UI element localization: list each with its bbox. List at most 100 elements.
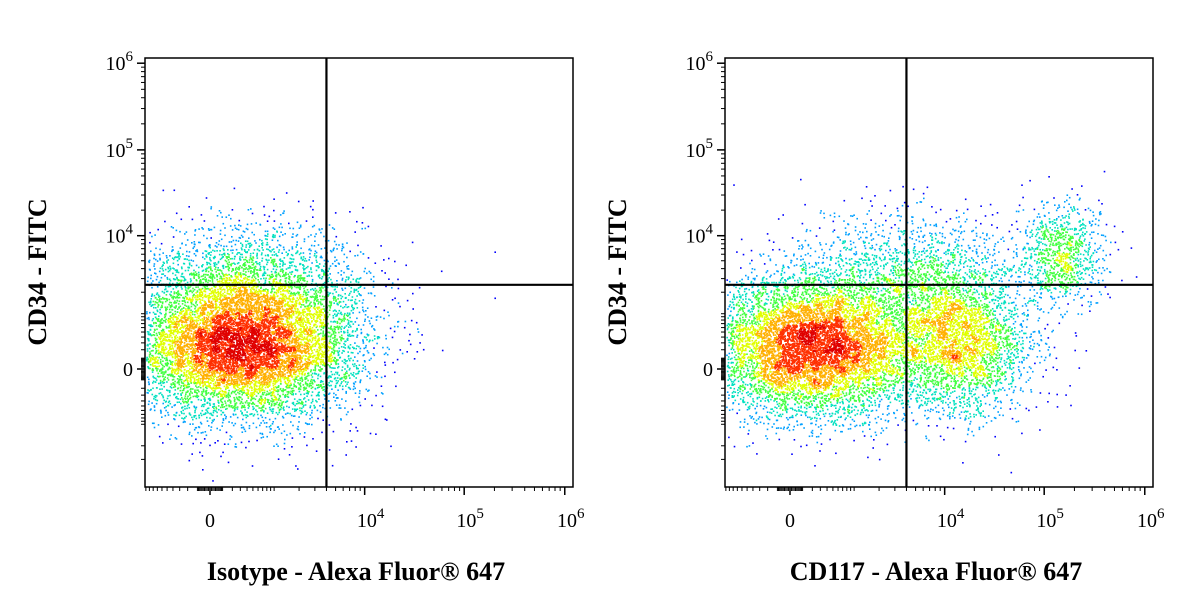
event-dot (216, 393, 218, 395)
event-dot (284, 373, 286, 375)
event-dot (323, 346, 325, 348)
event-dot (180, 311, 182, 313)
event-dot (280, 331, 282, 334)
event-dot (312, 343, 315, 346)
event-dot (254, 369, 256, 371)
event-dot (293, 362, 295, 365)
event-dot (294, 410, 296, 412)
event-dot (268, 298, 271, 301)
event-dot (335, 371, 337, 374)
event-dot (237, 365, 240, 368)
event-dot (279, 377, 282, 379)
event-dot (164, 315, 167, 318)
event-dot (260, 286, 262, 289)
event-dot (237, 368, 240, 371)
event-dot (334, 384, 337, 387)
event-dot (315, 293, 318, 295)
event-dot (274, 383, 276, 385)
event-dot (338, 350, 341, 352)
event-dot (267, 374, 270, 377)
event-dot (300, 315, 302, 317)
event-dot (154, 337, 157, 340)
event-dot (228, 329, 231, 331)
event-dot (177, 282, 179, 285)
event-dots (146, 187, 496, 482)
event-dot (173, 306, 176, 308)
event-dot (218, 387, 221, 389)
event-dot (221, 411, 224, 414)
event-dot (322, 337, 324, 339)
event-dot (292, 314, 295, 316)
event-dot (275, 355, 277, 358)
event-dot (267, 382, 269, 384)
event-dot (284, 344, 287, 346)
event-dot (168, 400, 171, 402)
event-dot (231, 422, 233, 424)
event-dot (191, 299, 193, 301)
event-dot (270, 379, 272, 381)
event-dot (213, 318, 215, 321)
event-dot (268, 393, 270, 396)
event-dot (275, 314, 277, 317)
event-dot (306, 336, 309, 338)
event-dot (317, 335, 319, 337)
event-dot (262, 391, 264, 394)
event-dot (168, 311, 171, 314)
event-dot (322, 383, 325, 385)
event-dot (194, 409, 196, 412)
event-dot (255, 308, 258, 310)
event-dot (225, 376, 228, 379)
event-dot (239, 321, 241, 323)
event-dot (206, 355, 209, 358)
event-dot (333, 352, 335, 355)
event-dot (301, 372, 304, 375)
event-dot (167, 404, 170, 407)
event-dot (219, 366, 221, 369)
event-dot (193, 380, 196, 383)
event-dot (228, 376, 230, 379)
event-dot (264, 376, 267, 379)
event-dot (193, 322, 195, 324)
event-dot (158, 370, 161, 372)
event-dot (227, 331, 230, 333)
event-dot (292, 401, 295, 404)
event-dot (237, 375, 239, 378)
event-dot (240, 441, 243, 444)
event-dot (221, 294, 224, 297)
event-dot (170, 361, 172, 364)
event-dot (340, 318, 342, 321)
event-dot (192, 373, 195, 376)
event-dot (331, 464, 334, 467)
event-dot (180, 402, 182, 405)
event-dot (271, 370, 273, 373)
event-dot (293, 292, 295, 294)
event-dot (259, 331, 262, 334)
event-dot (168, 282, 171, 284)
event-dot (181, 396, 183, 399)
event-dot (151, 345, 154, 347)
event-dot (205, 333, 207, 335)
event-dot (170, 371, 173, 373)
event-dot (173, 291, 176, 293)
event-dot (187, 287, 190, 290)
event-dot (209, 340, 211, 342)
event-dot (158, 315, 160, 318)
event-dot (283, 295, 286, 298)
event-dot (260, 407, 262, 409)
event-dot (269, 310, 271, 312)
event-dot (284, 315, 287, 318)
event-dot (294, 385, 297, 387)
event-dot (247, 402, 249, 404)
event-dot (189, 368, 191, 370)
event-dot (257, 417, 260, 420)
event-dot (280, 260, 282, 262)
event-dot (184, 325, 187, 328)
event-dot (183, 336, 186, 338)
event-dot (321, 270, 323, 272)
event-dot (274, 365, 277, 368)
event-dot (167, 395, 169, 397)
event-dot (196, 392, 198, 394)
event-dot (287, 301, 289, 303)
event-dot (204, 400, 206, 402)
event-dot (172, 312, 174, 315)
